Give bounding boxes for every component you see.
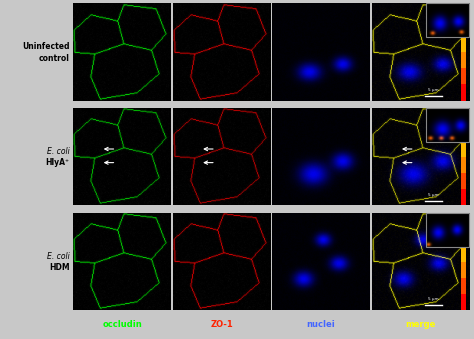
Bar bbox=[462, 278, 466, 294]
Text: 5 μm: 5 μm bbox=[428, 88, 439, 92]
Text: occludin: occludin bbox=[102, 320, 142, 329]
Bar bbox=[462, 213, 466, 229]
Bar bbox=[462, 52, 466, 68]
Bar bbox=[462, 173, 466, 189]
Bar bbox=[462, 3, 466, 20]
Bar bbox=[462, 157, 466, 173]
Bar bbox=[462, 141, 466, 157]
Text: E. coli: E. coli bbox=[47, 252, 70, 261]
Bar bbox=[462, 124, 466, 141]
Bar bbox=[462, 20, 466, 36]
Bar bbox=[462, 68, 466, 84]
Bar bbox=[462, 245, 466, 262]
Bar bbox=[462, 229, 466, 245]
Bar bbox=[462, 189, 466, 205]
Text: 5 μm: 5 μm bbox=[428, 297, 439, 301]
Text: Uninfected: Uninfected bbox=[22, 42, 70, 52]
Bar bbox=[462, 294, 466, 310]
Text: nuclei: nuclei bbox=[307, 320, 336, 329]
Text: 5 μm: 5 μm bbox=[428, 193, 439, 197]
Text: HDM: HDM bbox=[49, 263, 70, 272]
Text: E. coli: E. coli bbox=[47, 147, 70, 156]
Bar bbox=[462, 84, 466, 101]
Text: control: control bbox=[39, 54, 70, 63]
Bar bbox=[462, 108, 466, 124]
Bar bbox=[462, 262, 466, 278]
Text: ZO-1: ZO-1 bbox=[210, 320, 233, 329]
Bar bbox=[462, 36, 466, 52]
Text: merge: merge bbox=[405, 320, 436, 329]
Text: HlyA⁺: HlyA⁺ bbox=[46, 158, 70, 167]
